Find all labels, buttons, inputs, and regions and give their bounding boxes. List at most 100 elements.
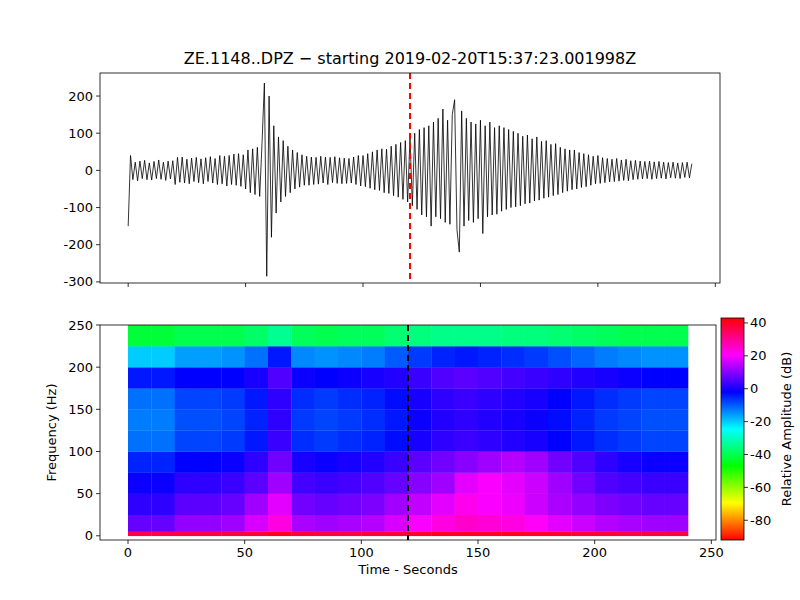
spectrogram-cell [338, 515, 362, 532]
spectrogram-cell [618, 325, 642, 346]
colorbar-tick-label: -60 [750, 480, 771, 495]
spectrogram-cell [641, 388, 665, 409]
spectrogram-cell [641, 451, 665, 472]
spectrogram-cell [408, 367, 432, 388]
x-tick-label: 150 [466, 545, 491, 560]
spectrogram-cell [408, 325, 432, 346]
spectrogram-cell [175, 409, 199, 430]
x-tick [244, 540, 245, 544]
spectrogram-cell [128, 473, 152, 494]
colorbar-tick [744, 421, 748, 422]
y-tick-label: -200 [63, 237, 93, 252]
spectrogram-cell [338, 451, 362, 472]
spectrogram-cell [385, 409, 409, 430]
spectrogram-cell [571, 532, 595, 537]
spectrogram-cell [548, 367, 572, 388]
spectrogram-cell [221, 388, 245, 409]
spectrogram-cell [361, 325, 385, 346]
spectrogram-cell [315, 346, 339, 367]
spectrogram-cell [128, 409, 152, 430]
spectrogram-cell [361, 451, 385, 472]
plot-area [128, 325, 688, 540]
spectrogram-cell [595, 451, 619, 472]
spectrogram-cell [245, 532, 269, 537]
spectrogram-cell [315, 532, 339, 537]
spectrogram-cell [361, 346, 385, 367]
spectrogram-cell [665, 451, 689, 472]
spectrogram-cell [221, 367, 245, 388]
spectrogram-cell [361, 494, 385, 515]
y-tick-label: 0 [85, 163, 93, 178]
spectrogram-cell [385, 515, 409, 532]
spectrogram-cell [525, 532, 549, 537]
spectrogram-cell [501, 367, 525, 388]
spectrogram-cell [525, 409, 549, 430]
spectrogram-cell [268, 515, 292, 532]
spectrogram-cell [408, 388, 432, 409]
spectrogram-cell [385, 346, 409, 367]
spectrogram-cell [641, 430, 665, 451]
spectrogram-cell [665, 532, 689, 537]
spectrogram-cell [268, 532, 292, 537]
spectrogram-cell [408, 532, 432, 537]
spectrogram-cell [665, 473, 689, 494]
spectrogram-cell [338, 367, 362, 388]
spectrogram-cell [618, 409, 642, 430]
spectrogram-cell [455, 367, 479, 388]
spectrogram-cell [198, 494, 222, 515]
y-tick-label: 100 [68, 444, 93, 459]
spectrogram-cell [501, 430, 525, 451]
spectrogram-cell [245, 515, 269, 532]
spectrogram-cell [478, 367, 502, 388]
y-tick-label: 50 [76, 486, 93, 501]
spectrogram-cell [595, 367, 619, 388]
spectrogram-cell [338, 494, 362, 515]
spectrogram-cell [525, 325, 549, 346]
spectrogram-cell [361, 473, 385, 494]
colorbar-tick [744, 388, 748, 389]
spectrogram-cell [571, 430, 595, 451]
spectrogram-cell [618, 451, 642, 472]
spectrogram-cell [478, 430, 502, 451]
spectrogram-cell [315, 430, 339, 451]
axes-frame [100, 325, 716, 540]
spectrogram-cell [198, 346, 222, 367]
spectrogram-cell [595, 325, 619, 346]
spectrogram-cell [221, 494, 245, 515]
spectrogram-cell [525, 388, 549, 409]
spectrogram-cell [361, 367, 385, 388]
spectrogram-cell [128, 325, 152, 346]
spectrogram-cell [408, 473, 432, 494]
spectrogram-cell [665, 409, 689, 430]
x-tick-label: 100 [349, 545, 374, 560]
spectrogram-cell [151, 473, 175, 494]
spectrogram-cell [595, 532, 619, 537]
spectrogram-cell [478, 515, 502, 532]
x-tick-label: 200 [582, 545, 607, 560]
y-tick [96, 409, 100, 410]
spectrogram-cell [291, 532, 315, 537]
spectrogram-cell [618, 515, 642, 532]
spectrogram-cell [175, 367, 199, 388]
spectrogram-cell [618, 532, 642, 537]
spectrogram-cell [501, 473, 525, 494]
spectrogram-cell [595, 409, 619, 430]
spectrogram-cell [595, 494, 619, 515]
spectrogram-cell [245, 409, 269, 430]
title: ZE.1148..DPZ − starting 2019-02-20T15:37… [184, 49, 636, 68]
spectrogram-cell [291, 473, 315, 494]
spectrogram-cell [641, 515, 665, 532]
spectrogram-cell [151, 430, 175, 451]
spectrogram-cell [291, 409, 315, 430]
spectrogram-cell [571, 451, 595, 472]
spectrogram-cell [455, 325, 479, 346]
colorbar-tick-label: 0 [750, 381, 758, 396]
spectrogram-cell [291, 494, 315, 515]
spectrogram-cell [548, 409, 572, 430]
y-tick [96, 170, 100, 171]
spectrogram-cell [128, 346, 152, 367]
spectrogram-cell [198, 388, 222, 409]
spectrogram-cell [338, 346, 362, 367]
spectrogram-cell [618, 367, 642, 388]
spectrogram-cell [548, 346, 572, 367]
